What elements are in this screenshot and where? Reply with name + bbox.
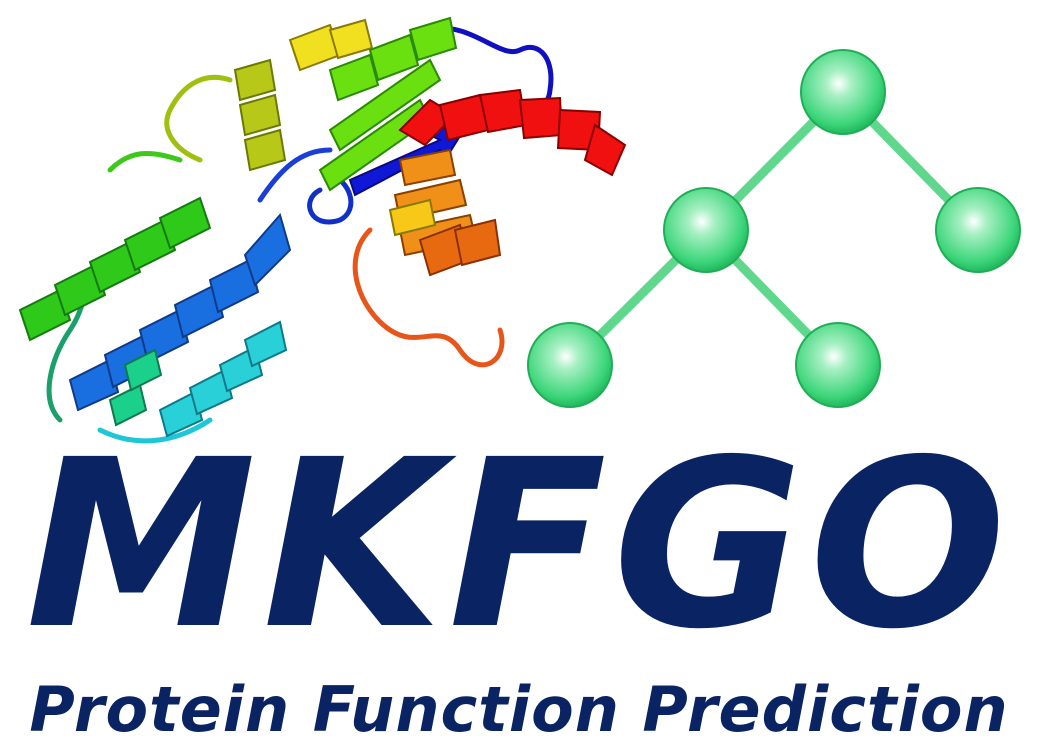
protein-structure-icon	[18, 16, 627, 444]
logo-title: MKFGO	[25, 410, 1013, 680]
logo-subtitle: Protein Function Prediction	[29, 673, 1009, 746]
ontology-tree-icon	[527, 49, 1021, 408]
